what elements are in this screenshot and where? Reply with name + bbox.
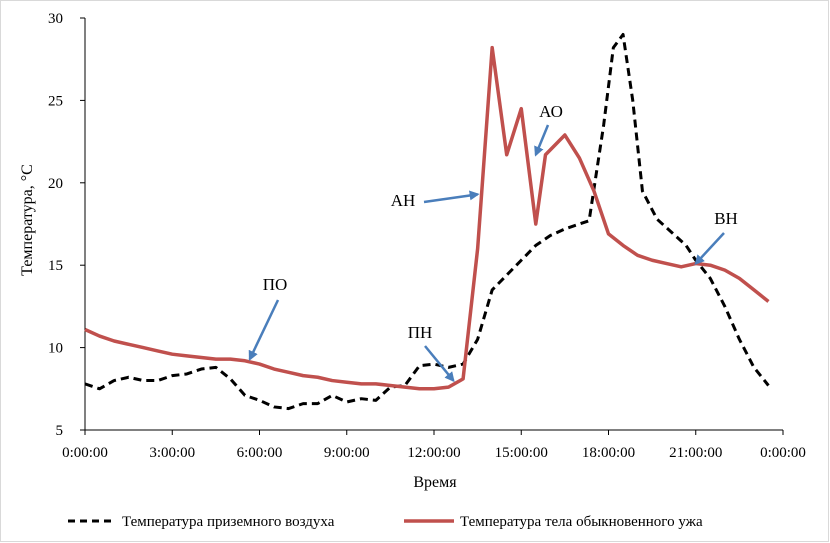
y-tick-label: 20 — [48, 176, 63, 192]
legend-label-air: Температура приземного воздуха — [122, 514, 335, 530]
y-tick-label: 5 — [56, 423, 64, 439]
y-axis-title: Температура, °C — [19, 164, 36, 276]
annotation-label: АН — [391, 191, 416, 210]
x-tick-label: 12:00:00 — [407, 445, 460, 461]
legend-label-snake: Температура тела обыкновенного ужа — [460, 514, 703, 530]
annotation-arrow — [424, 345, 455, 383]
annotation-label: ПН — [408, 323, 433, 342]
x-tick-label: 6:00:00 — [237, 445, 283, 461]
y-tick-label: 30 — [48, 11, 63, 27]
x-axis-title: Время — [413, 474, 457, 491]
x-tick-label: 0:00:00 — [760, 445, 806, 461]
x-tick-label: 3:00:00 — [149, 445, 195, 461]
x-tick-label: 18:00:00 — [582, 445, 635, 461]
annotation-layer: ПО ПН АН АО ВН — [248, 102, 738, 383]
y-tick-label: 15 — [48, 258, 63, 274]
y-tick-label: 10 — [48, 341, 63, 357]
series-line-snake-body-temperature — [84, 45, 770, 391]
x-tick-label: 15:00:00 — [495, 445, 548, 461]
x-tick-label: 21:00:00 — [669, 445, 722, 461]
annotation-arrow — [423, 190, 480, 204]
annotation-label: ВН — [714, 209, 738, 228]
annotation-arrow — [534, 124, 550, 157]
x-tick-label: 9:00:00 — [324, 445, 370, 461]
series-line-air-temperature — [84, 32, 770, 411]
annotation-arrow — [694, 232, 725, 266]
x-tick-label: 0:00:00 — [62, 445, 108, 461]
series-layer — [84, 32, 770, 411]
annotation-arrow — [248, 299, 280, 361]
annotation-label: АО — [539, 102, 563, 121]
axes: 5 10 15 20 25 30 0:00:00 3:00:00 6:00:00 9:00:00 1… — [48, 11, 806, 461]
annotation-label: ПО — [263, 275, 288, 294]
legend: Температура приземного воздуха Температу… — [68, 514, 703, 530]
y-tick-label: 25 — [48, 93, 63, 109]
